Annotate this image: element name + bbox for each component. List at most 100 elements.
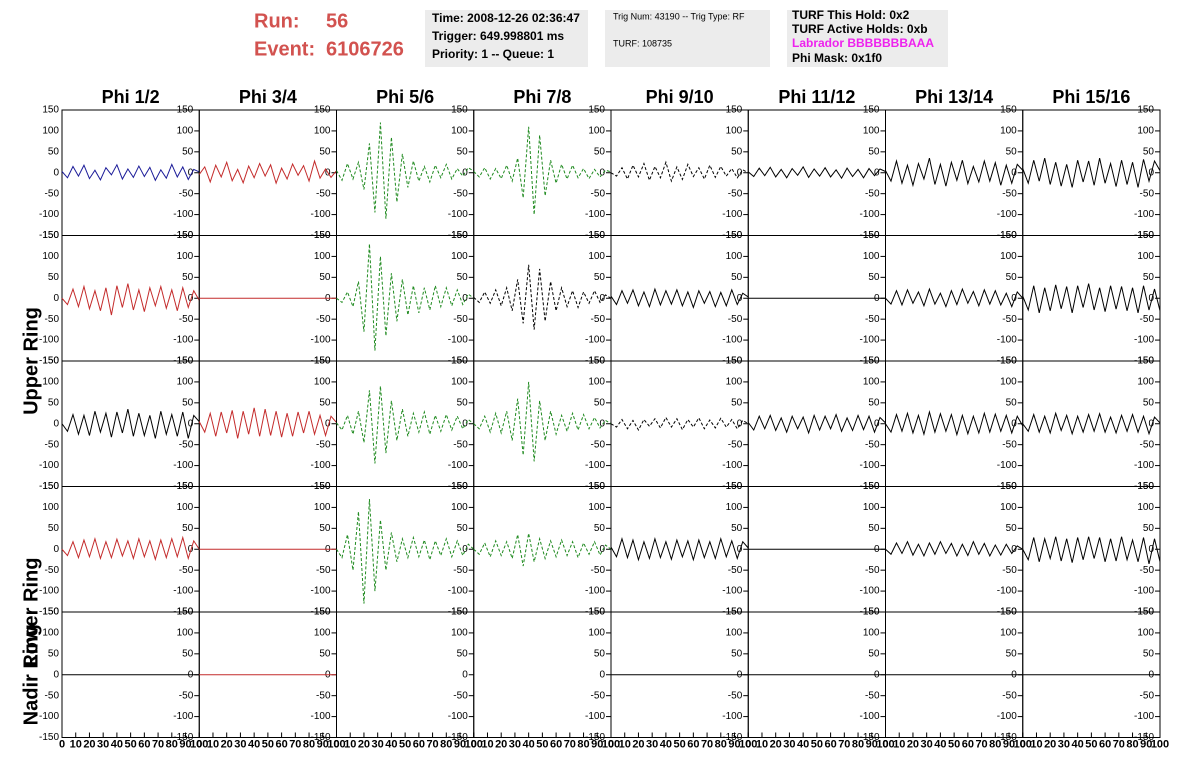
y-tick-label: -100: [39, 460, 59, 471]
y-tick-label: 0: [462, 418, 468, 429]
y-tick-label: -100: [585, 460, 605, 471]
y-tick-label: -50: [728, 439, 743, 450]
y-tick-label: 150: [177, 356, 194, 367]
x-tick-label: 80: [166, 738, 178, 750]
y-tick-label: -150: [39, 732, 59, 743]
x-tick-label: 30: [783, 738, 795, 750]
y-tick-label: 50: [594, 272, 606, 283]
y-tick-label: 0: [737, 167, 743, 178]
x-tick-label: 40: [660, 738, 672, 750]
y-tick-label: -50: [728, 690, 743, 701]
y-tick-label: 150: [1137, 607, 1154, 618]
x-tick-label: 0: [882, 738, 888, 750]
x-tick-label: 70: [701, 738, 713, 750]
x-tick-label: 80: [303, 738, 315, 750]
y-tick-label: -100: [997, 711, 1017, 722]
y-tick-label: -50: [179, 439, 194, 450]
y-tick-label: 100: [451, 251, 468, 262]
y-tick-label: 100: [1137, 126, 1154, 137]
y-tick-label: 100: [588, 628, 605, 639]
waveform: [610, 416, 749, 432]
x-tick-label: 80: [715, 738, 727, 750]
y-tick-label: -150: [585, 732, 605, 743]
y-tick-label: -50: [1140, 565, 1155, 576]
y-tick-label: 150: [42, 105, 59, 116]
y-tick-label: -50: [865, 690, 880, 701]
y-tick-label: -100: [310, 335, 330, 346]
y-tick-label: 50: [182, 648, 194, 659]
y-tick-label: -100: [997, 209, 1017, 220]
y-tick-label: -50: [316, 690, 331, 701]
y-tick-label: -100: [585, 586, 605, 597]
x-tick-label: 70: [152, 738, 164, 750]
y-tick-label: -100: [310, 586, 330, 597]
y-tick-label: 50: [731, 146, 743, 157]
x-tick-label: 20: [83, 738, 95, 750]
y-tick-label: 150: [1137, 105, 1154, 116]
waveform: [473, 381, 612, 462]
x-tick-label: 90: [866, 738, 878, 750]
y-tick-label: 100: [1000, 377, 1017, 388]
x-tick-label: 20: [495, 738, 507, 750]
x-tick-label: 20: [907, 738, 919, 750]
y-tick-label: -50: [1140, 188, 1155, 199]
y-tick-label: 150: [42, 481, 59, 492]
waveform: [747, 165, 886, 180]
y-tick-label: -100: [859, 586, 879, 597]
y-tick-label: 50: [731, 523, 743, 534]
x-tick-label: 10: [481, 738, 493, 750]
y-tick-label: -100: [448, 209, 468, 220]
y-tick-label: 50: [48, 146, 60, 157]
x-tick-label: 0: [333, 738, 339, 750]
x-tick-label: 40: [111, 738, 123, 750]
y-tick-label: -50: [728, 565, 743, 576]
x-tick-label: 30: [97, 738, 109, 750]
y-tick-label: 100: [1000, 251, 1017, 262]
y-tick-label: 50: [457, 523, 469, 534]
y-tick-label: 100: [42, 251, 59, 262]
y-tick-label: 50: [868, 648, 880, 659]
y-tick-label: 100: [314, 628, 331, 639]
y-tick-label: 100: [177, 251, 194, 262]
y-tick-label: -100: [448, 586, 468, 597]
y-tick-label: -100: [859, 711, 879, 722]
y-tick-label: 50: [48, 272, 60, 283]
column-title: Phi 7/8: [513, 87, 571, 107]
x-tick-label: 70: [1113, 738, 1125, 750]
y-tick-label: 0: [325, 418, 331, 429]
y-tick-label: 0: [1148, 418, 1154, 429]
x-tick-label: 70: [838, 738, 850, 750]
waveform: [61, 163, 200, 182]
waveform: [885, 287, 1024, 309]
x-tick-label: 60: [962, 738, 974, 750]
x-tick-label: 10: [756, 738, 768, 750]
x-tick-label: 60: [687, 738, 699, 750]
event-number: 6106726: [326, 38, 404, 60]
y-tick-label: 150: [314, 105, 331, 116]
x-tick-label: 50: [948, 738, 960, 750]
y-tick-label: 50: [1006, 397, 1018, 408]
y-tick-label: -50: [45, 690, 60, 701]
y-tick-label: -50: [453, 565, 468, 576]
y-tick-label: -50: [316, 565, 331, 576]
y-tick-label: 150: [451, 481, 468, 492]
y-tick-label: -100: [585, 335, 605, 346]
y-tick-label: 150: [1137, 230, 1154, 241]
y-tick-label: 100: [177, 502, 194, 513]
y-tick-label: -50: [1140, 439, 1155, 450]
x-tick-label: 80: [989, 738, 1001, 750]
y-tick-label: 150: [863, 607, 880, 618]
y-tick-label: 50: [594, 523, 606, 534]
y-tick-label: -50: [591, 690, 606, 701]
x-tick-label: 10: [344, 738, 356, 750]
y-tick-label: -50: [728, 188, 743, 199]
y-tick-label: -100: [722, 335, 742, 346]
y-tick-label: 150: [1000, 230, 1017, 241]
y-tick-label: 50: [319, 397, 331, 408]
y-tick-label: 150: [1000, 481, 1017, 492]
run-number: 56: [326, 10, 348, 32]
x-tick-label: 60: [1099, 738, 1111, 750]
y-tick-label: 0: [599, 669, 605, 680]
y-tick-label: -150: [39, 481, 59, 492]
y-tick-label: 0: [53, 669, 59, 680]
